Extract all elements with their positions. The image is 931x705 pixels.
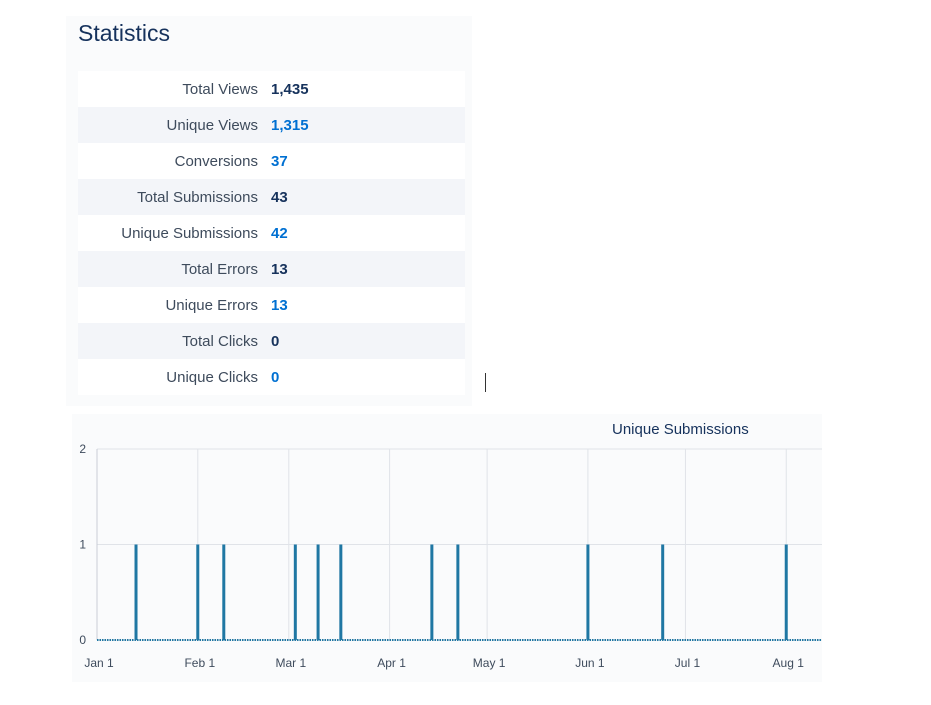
bar [339, 544, 343, 640]
stats-row: Conversions 37 [78, 143, 465, 179]
stats-label: Conversions [174, 152, 258, 170]
unique-submissions-chart: 0 1 2 Jan 1 Feb 1 Mar 1 Apr 1 May 1 Jun 1 Jul 1 Au… [79, 442, 822, 670]
stats-value-link[interactable]: 0 [271, 368, 280, 386]
bar [222, 544, 226, 640]
stats-row: Total Errors 13 [78, 251, 465, 287]
stats-row: Unique Submissions 42 [78, 215, 465, 251]
chart-panel: 0 1 2 Jan 1 Feb 1 Mar 1 Apr 1 May 1 Jun 1 Jul 1 Au… [72, 414, 822, 682]
y-tick-label: 2 [79, 442, 86, 456]
stats-row: Total Submissions 43 [78, 179, 465, 215]
text-cursor [485, 373, 486, 392]
bar [430, 544, 434, 640]
stats-row: Total Views 1,435 [78, 71, 465, 107]
x-tick-label: Jan 1 [84, 656, 114, 670]
stats-label: Total Submissions [137, 188, 258, 206]
stats-row: Unique Clicks 0 [78, 359, 465, 395]
stats-label: Total Clicks [182, 332, 258, 350]
stats-value-link[interactable]: 1,315 [271, 116, 309, 134]
y-tick-label: 0 [79, 633, 86, 647]
statistics-panel: Statistics Total Views 1,435 Unique Views 1… [66, 16, 472, 406]
stats-label: Total Errors [181, 260, 258, 278]
bar [293, 544, 297, 640]
chart-title: Unique Submissions [612, 421, 749, 438]
stats-label: Unique Views [166, 116, 258, 134]
bar [586, 544, 590, 640]
stats-label: Unique Clicks [166, 368, 258, 386]
stats-value: 0 [271, 332, 280, 350]
bar [316, 544, 320, 640]
stats-value-link[interactable]: 42 [271, 224, 288, 242]
stats-value-link[interactable]: 37 [271, 152, 288, 170]
x-tick-label: Apr 1 [377, 656, 406, 670]
stats-label: Unique Errors [165, 296, 258, 314]
stats-row: Total Clicks 0 [78, 323, 465, 359]
stats-value: 1,435 [271, 80, 309, 98]
bar [196, 544, 200, 640]
y-tick-label: 1 [79, 538, 86, 552]
bar [661, 544, 665, 640]
statistics-table: Total Views 1,435 Unique Views 1,315 Convers… [78, 71, 465, 395]
stats-value-link[interactable]: 13 [271, 296, 288, 314]
x-tick-label: May 1 [473, 656, 506, 670]
stats-row: Unique Errors 13 [78, 287, 465, 323]
stats-value: 43 [271, 188, 288, 206]
stats-label: Unique Submissions [121, 224, 258, 242]
stats-row: Unique Views 1,315 [78, 107, 465, 143]
bar [784, 544, 788, 640]
x-tick-label: Mar 1 [275, 656, 306, 670]
statistics-title: Statistics [78, 20, 171, 46]
x-tick-label: Feb 1 [184, 656, 215, 670]
x-tick-label: Jul 1 [675, 656, 701, 670]
x-tick-label: Jun 1 [575, 656, 605, 670]
stats-value: 13 [271, 260, 288, 278]
stats-label: Total Views [182, 80, 258, 98]
bar [456, 544, 460, 640]
x-tick-label: Aug 1 [773, 656, 805, 670]
bar [134, 544, 138, 640]
